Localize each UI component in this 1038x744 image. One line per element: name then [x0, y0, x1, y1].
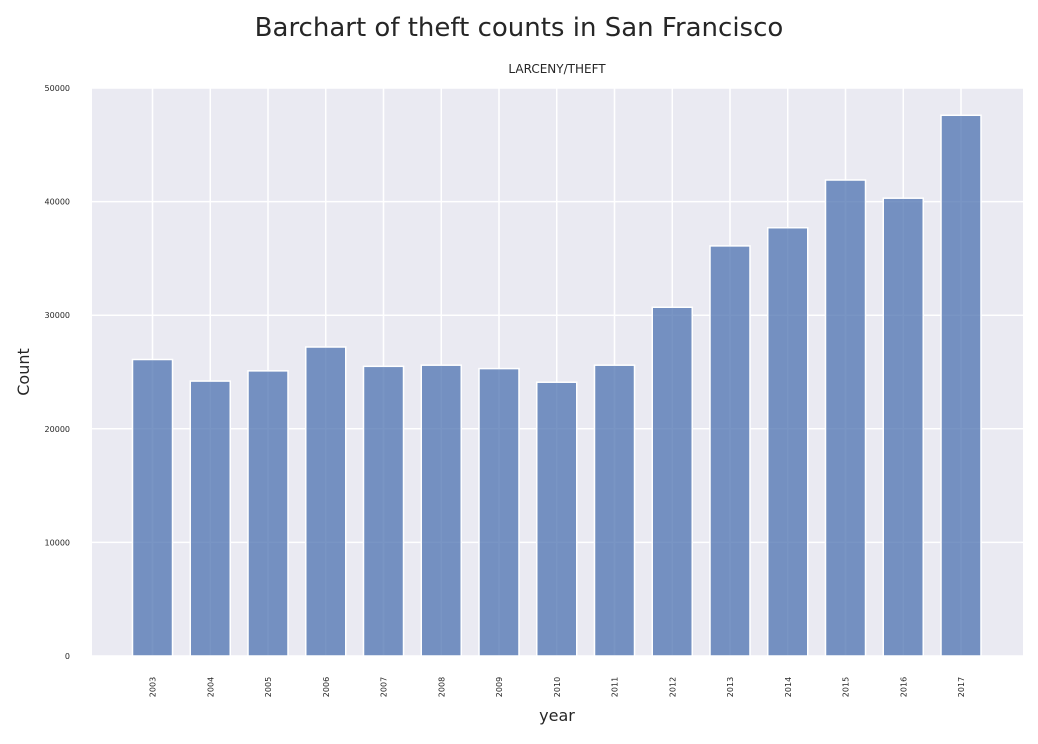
bar-2014	[767, 226, 809, 657]
y-tick-label: 20000	[45, 425, 70, 434]
x-tick-label: 2016	[899, 677, 908, 697]
x-tick-label: 2003	[149, 677, 158, 697]
x-tick-label: 2014	[784, 677, 793, 697]
x-tick-label: 2011	[611, 677, 620, 697]
x-tick-label: 2004	[206, 677, 215, 697]
chart-title: Barchart of theft counts in San Francisc…	[255, 13, 784, 43]
y-tick-label: 30000	[45, 311, 70, 320]
x-tick-label: 2008	[437, 677, 446, 697]
x-tick-label: 2005	[264, 677, 273, 697]
bar-2007	[362, 365, 405, 657]
bar-2015	[824, 179, 867, 657]
y-tick-label: 0	[65, 652, 70, 661]
y-axis-ticks: 0 10000 20000 30000 40000 50000	[45, 84, 70, 661]
bar-2012	[651, 306, 693, 657]
bar-2013	[709, 245, 751, 657]
chart-subtitle: LARCENY/THEFT	[508, 62, 606, 76]
y-tick-label: 50000	[45, 84, 70, 93]
x-tick-label: 2012	[668, 677, 677, 697]
bar-2010	[536, 381, 578, 657]
bar-2008	[420, 364, 462, 657]
bar-2003	[131, 358, 174, 657]
bar-2004	[189, 380, 231, 657]
x-tick-label: 2009	[495, 677, 504, 697]
x-tick-label: 2017	[957, 677, 966, 697]
x-axis-label: year	[539, 706, 575, 725]
bar-2016	[882, 197, 924, 657]
bar-2017	[940, 114, 982, 657]
x-tick-label: 2015	[842, 677, 851, 697]
bars	[131, 114, 982, 657]
x-tick-label: 2007	[380, 677, 389, 697]
x-tick-label: 2013	[726, 677, 735, 697]
y-tick-label: 40000	[45, 198, 70, 207]
y-axis-label: Count	[14, 348, 33, 396]
bar-2006	[305, 346, 347, 657]
x-axis-ticks: 2003 2004 2005 2006 2007 2008 2009 2010 2011 2012…	[149, 677, 967, 697]
bar-2011	[593, 364, 636, 657]
x-tick-label: 2006	[322, 677, 331, 697]
x-tick-label: 2010	[553, 677, 562, 697]
bar-2005	[247, 370, 289, 657]
bar-2009	[478, 367, 520, 657]
y-tick-label: 10000	[45, 538, 70, 547]
